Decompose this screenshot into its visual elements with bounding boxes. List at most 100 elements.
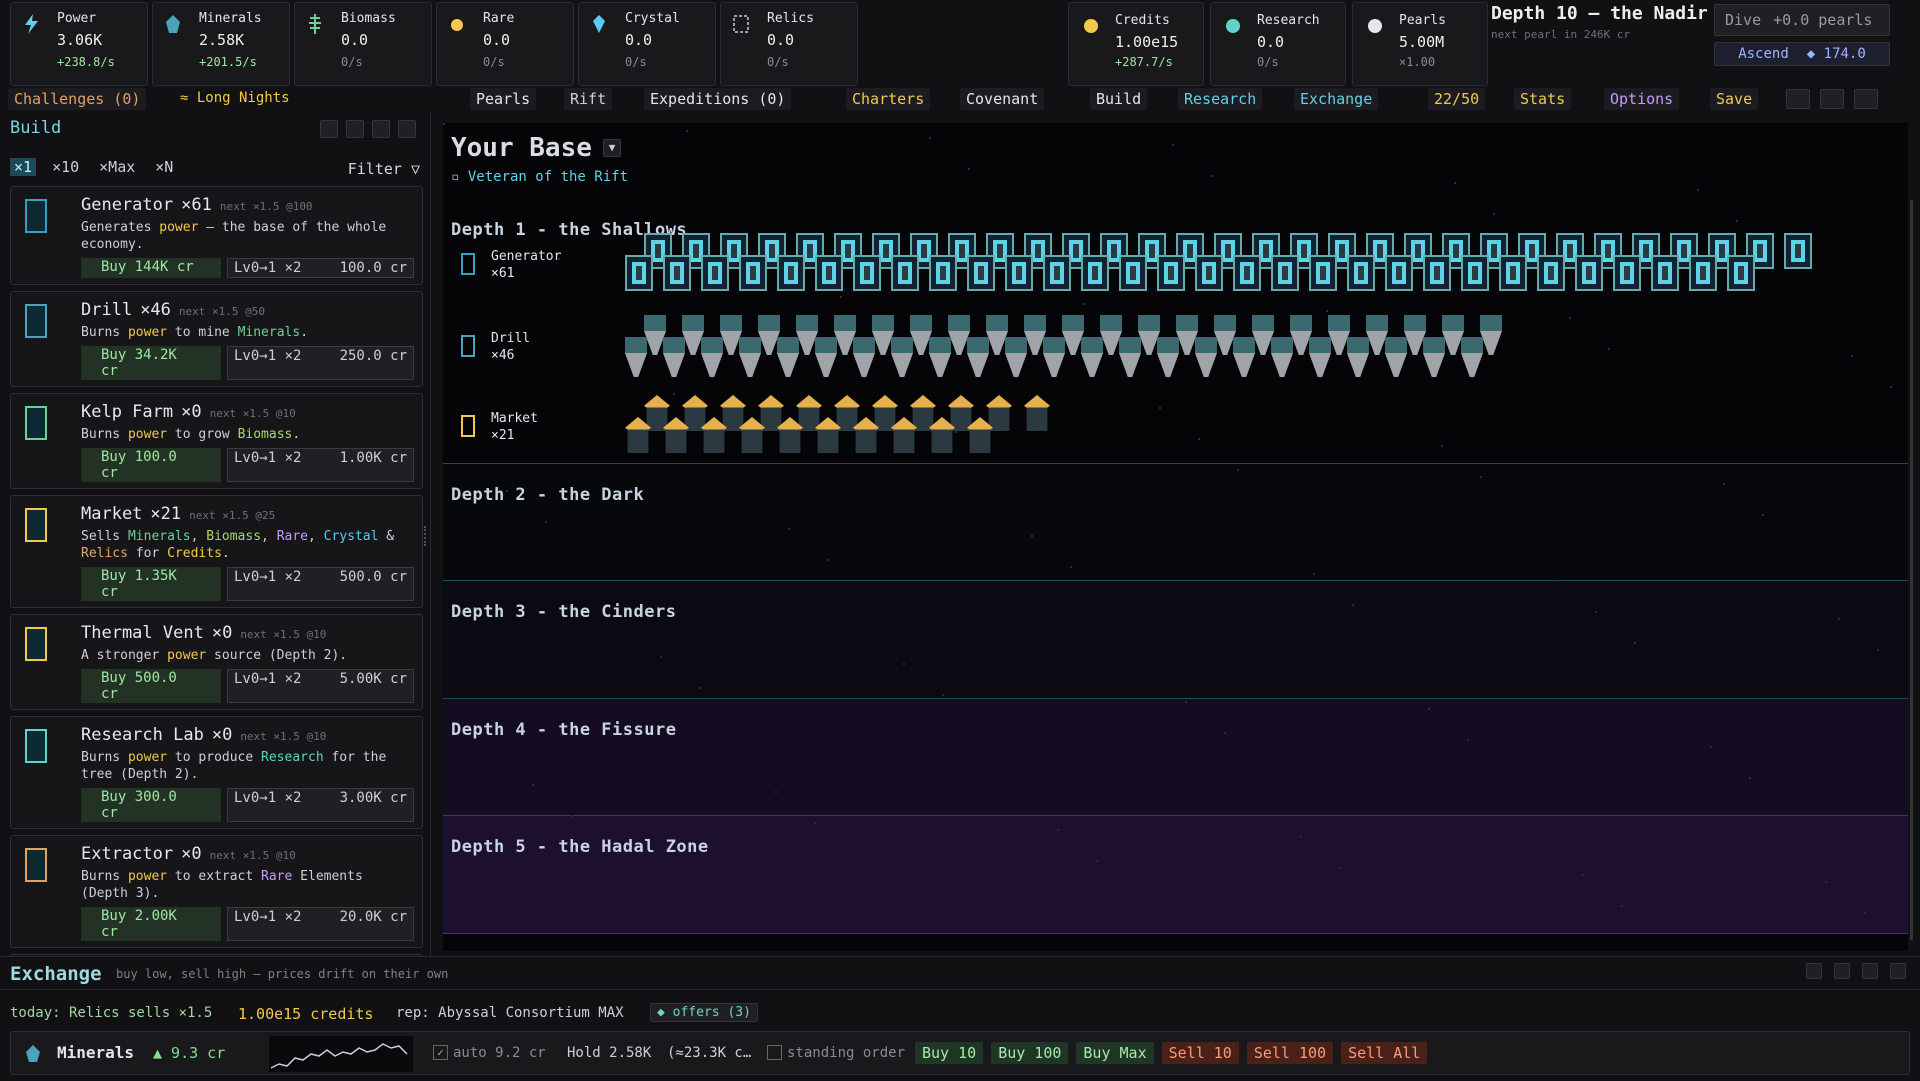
upgrade-button[interactable]: Lv0→1 ×2 20.0K cr [227,907,414,941]
nav-tab[interactable]: Pearls [470,88,537,110]
upgrade-button[interactable]: Lv0→1 ×2 500.0 cr [227,567,414,601]
standing-order: standing order [787,1045,906,1061]
dive-button[interactable]: Dive +0.0 pearls [1714,4,1890,36]
building-header: Extractor ×0 next ×1.5 @10 [81,844,414,864]
buy-button[interactable]: Buy 144K cr [81,258,221,278]
filter[interactable]: Filter ▽ [347,160,420,178]
building-sprite [1385,255,1413,291]
buy-button[interactable]: Buy 100.0 cr [81,448,221,482]
upgrade-button[interactable]: Lv0→1 ×2 3.00K cr [227,788,414,822]
building-actions: Buy 1.35K cr Lv0→1 ×2 500.0 cr [81,567,414,601]
panel-button[interactable] [372,120,390,138]
resize-handle[interactable] [424,526,430,546]
nav-tab[interactable]: Exchange [1294,88,1379,110]
nav-tab[interactable]: Stats [1514,88,1572,110]
building-sprite [1271,255,1299,291]
currency-value: 1.00e15 [1115,33,1179,51]
upgrade-cost: 3.00K cr [339,790,407,806]
star [1851,355,1853,357]
multiplier[interactable]: ×Max [99,158,136,176]
building-sprite [1309,337,1331,377]
sprite-row [625,395,1875,465]
trade-button[interactable]: Buy 100 [991,1042,1069,1064]
buy-button[interactable]: Buy 1.35K cr [81,567,221,601]
scrollbar[interactable] [1910,200,1913,940]
icon-button[interactable] [1820,89,1844,109]
star [1096,860,1098,862]
desc-part: Rare [261,869,293,884]
reputation: rep: Abyssal Consortium MAX [396,1005,624,1021]
build-card: Kelp Farm ×0 next ×1.5 @10 Burns power to g… [10,393,423,489]
buy-button[interactable]: Buy 34.2K cr [81,346,221,380]
panel-button[interactable] [1834,963,1850,979]
building-sprite [929,255,957,291]
nav-tab[interactable]: Expeditions (0) [644,88,792,110]
panel-button[interactable] [1862,963,1878,979]
nav-tab[interactable]: Charters [846,88,931,110]
currency-rate: +287.7/s [1115,55,1173,69]
nav-tab[interactable]: Research [1178,88,1263,110]
panel-button[interactable] [320,120,338,138]
building-name: Kelp Farm [81,402,174,422]
trade-button[interactable]: Buy Max [1076,1042,1154,1064]
trade-button[interactable]: Buy 10 [915,1042,984,1064]
resource-rate: 0/s [625,55,647,69]
resource-value: 0.0 [483,31,511,49]
desc-part: Burns [81,325,128,340]
dropdown-button[interactable]: ▼ [603,139,621,157]
sprite-row [625,315,1875,385]
building-sprite [815,337,837,377]
panel-button[interactable] [346,120,364,138]
upgrade-button[interactable]: Lv0→1 ×2 250.0 cr [227,346,414,380]
star [506,490,508,492]
icon-button[interactable] [1786,89,1810,109]
ascend-button[interactable]: Ascend ◆ 174.0 [1714,42,1890,66]
building-sprite [1062,315,1084,355]
panel-button[interactable] [1806,963,1822,979]
building-sprite [1461,337,1483,377]
building-sprite [1404,315,1426,355]
panel-button[interactable] [1890,963,1906,979]
standing-checkbox[interactable] [767,1045,782,1060]
building-sprite [1043,337,1065,377]
nav-tab[interactable]: Covenant [960,88,1045,110]
offers-button[interactable]: ◆ offers (3) [650,1003,758,1022]
building-sprite [929,337,951,377]
challenges[interactable]: Challenges (0) [8,88,147,110]
multiplier[interactable]: ×10 [52,158,80,176]
depth-section [443,463,1908,580]
trade-button[interactable]: Sell All [1341,1042,1428,1064]
depth-subtitle: next pearl in 246K cr [1491,28,1631,41]
buy-button[interactable]: Buy 500.0 cr [81,669,221,703]
icon-button[interactable] [1854,89,1878,109]
building-sprite [853,255,881,291]
building-next: next ×1.5 @50 [178,305,265,318]
nav-tab[interactable]: 22/50 [1428,88,1486,110]
star [1710,746,1712,748]
nav-tab[interactable]: Build [1090,88,1148,110]
building-name: Drill [81,300,133,320]
upgrade-button[interactable]: Lv0→1 ×2 5.00K cr [227,669,414,703]
star [545,521,547,523]
buy-button[interactable]: Buy 300.0 cr [81,788,221,822]
nav-tab[interactable]: Save [1710,88,1759,110]
building-sprite [1157,337,1179,377]
nav-tab[interactable]: Options [1604,88,1680,110]
building-sprite [777,255,805,291]
desc-part: Research [261,750,324,765]
buy-button[interactable]: Buy 2.00K cr [81,907,221,941]
auto-checkbox[interactable]: ✓ [433,1045,448,1060]
trade-button[interactable]: Sell 100 [1246,1042,1334,1064]
currency-name: Research [1257,13,1320,28]
multiplier[interactable]: ×N [155,158,174,176]
trade-button[interactable]: Sell 10 [1161,1042,1239,1064]
upgrade-button[interactable]: Lv0→1 ×2 100.0 cr [227,258,414,278]
panel-button[interactable] [398,120,416,138]
multiplier[interactable]: ×1 [10,158,37,176]
nav-tab[interactable]: Rift [564,88,613,110]
building-count: ×0 [181,402,202,422]
building-sprite [910,315,932,355]
upgrade-button[interactable]: Lv0→1 ×2 1.00K cr [227,448,414,482]
building-sprite [872,315,894,355]
